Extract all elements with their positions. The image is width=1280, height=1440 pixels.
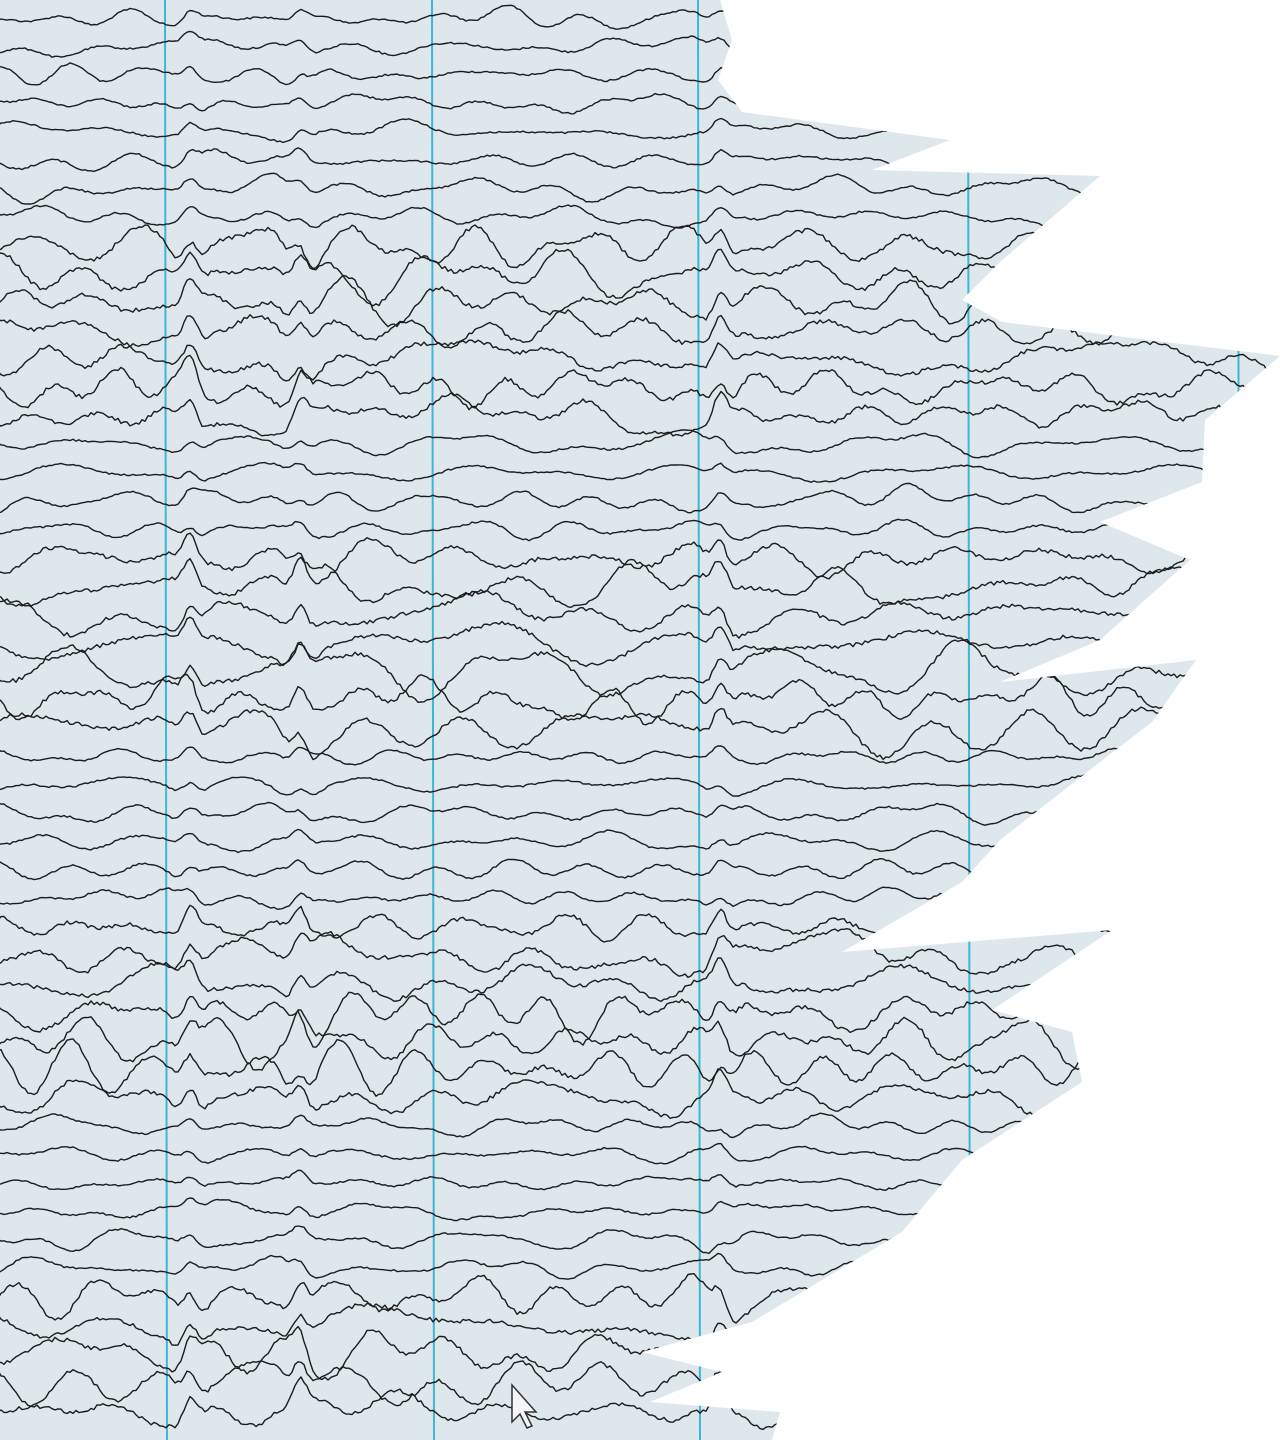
eeg-screen-photo — [0, 0, 1280, 1440]
page: (() => { const NS = 'http://www.w3.org/2… — [0, 0, 1280, 1440]
second-marker — [1238, 0, 1240, 1440]
screen-background — [0, 0, 1280, 1440]
screen — [0, 0, 1280, 1440]
